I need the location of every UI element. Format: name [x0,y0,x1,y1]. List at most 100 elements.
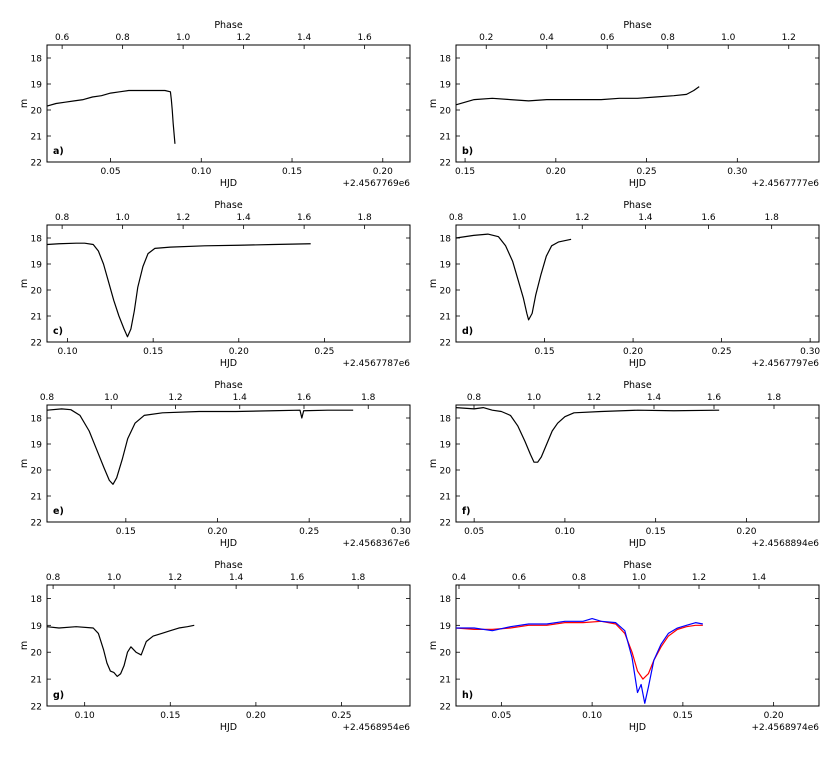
plot-frame [455,404,820,523]
y-tick-label: 22 [31,159,42,169]
phase-tick-label: 1.8 [351,573,366,583]
y-tick-label: 19 [440,261,452,271]
x-offset-label: +2.4568894e6 [752,539,820,549]
y-tick-label: 21 [440,493,451,503]
phase-tick-label: 1.4 [236,213,251,223]
y-tick-label: 18 [31,235,43,245]
phase-tick-label: 1.0 [632,573,647,583]
phase-tick-label: 1.4 [638,213,653,223]
phase-axis-title: Phase [623,560,652,571]
phase-tick-label: 1.0 [527,393,542,403]
phase-axis-title: Phase [623,200,652,211]
phase-tick-label: 0.4 [452,573,467,583]
y-axis-title: m [428,279,439,288]
phase-tick-label: 1.2 [587,393,601,403]
x-tick-label: 0.20 [736,527,756,537]
x-tick-label: 0.15 [455,167,475,177]
panel-a: 0.05 0.10 0.15 0.20 0.6 0.8 1.0 1.2 1.4 1.6 18 19 20… [19,20,411,189]
x-offset-label: +2.4567777e6 [752,179,820,189]
x-axis-title: HJD [629,538,646,549]
phase-tick-label: 1.8 [767,393,782,403]
x-tick-label: 0.15 [282,167,302,177]
x-tick-label: 0.10 [58,347,78,357]
panel-label: f) [462,506,470,517]
phase-tick-label: 1.6 [707,393,722,403]
phase-tick-label: 1.0 [512,213,527,223]
plot-frame [455,584,820,707]
phase-tick-label: 0.8 [55,213,70,223]
phase-tick-label: 0.8 [115,33,130,43]
x-tick-label: 0.20 [229,347,249,357]
y-axis-title: m [19,641,30,650]
x-axis-title: HJD [220,722,237,733]
panel-label: e) [53,506,64,517]
light-curve-series [46,624,195,678]
y-tick-label: 19 [31,261,43,271]
panel-e: 0.15 0.20 0.25 0.30 0.8 1.0 1.2 1.4 1.6 1.8 18 19 20… [19,380,411,549]
phase-tick-label: 0.8 [449,213,464,223]
x-tick-label: 0.10 [191,167,211,177]
panel-g: 0.10 0.15 0.20 0.25 0.8 1.0 1.2 1.4 1.6 1.8 18 19 20… [19,560,411,733]
x-tick-label: 0.25 [637,167,657,177]
y-tick-label: 22 [31,703,42,713]
y-tick-label: 21 [31,313,42,323]
phase-tick-label: 0.8 [572,573,587,583]
y-tick-label: 19 [31,81,43,91]
light-curve-series [455,407,720,463]
phase-tick-label: 0.6 [512,573,527,583]
y-tick-label: 20 [31,467,43,477]
y-axis-title: m [428,459,439,468]
x-tick-label: 0.25 [331,711,351,721]
x-tick-label: 0.05 [101,167,121,177]
plot-frame [46,584,411,707]
x-tick-label: 0.30 [391,527,411,537]
phase-tick-label: 1.2 [168,573,182,583]
phase-axis-title: Phase [214,200,243,211]
y-axis-title: m [428,99,439,108]
x-tick-label: 0.20 [623,347,643,357]
y-axis-title: m [428,641,439,650]
y-axis-title: m [19,99,30,108]
y-tick-label: 20 [31,649,43,659]
phase-axis-title: Phase [214,20,243,31]
panel-label: c) [53,326,63,337]
panel-f: 0.05 0.10 0.15 0.20 0.8 1.0 1.2 1.4 1.6 1.8 18 19 20… [428,380,820,549]
y-tick-label: 20 [31,287,43,297]
phase-tick-label: 1.0 [115,213,130,223]
plot-frame [455,224,820,343]
x-offset-label: +2.4567787e6 [343,359,411,369]
y-tick-label: 18 [31,595,43,605]
panel-label: d) [462,326,473,337]
panel-b: 0.15 0.20 0.25 0.30 0.2 0.4 0.6 0.8 1.0 1.2 18 19 20… [428,20,820,189]
y-tick-label: 18 [440,235,452,245]
phase-tick-label: 0.8 [46,573,61,583]
light-curve-series [455,233,572,321]
y-axis-title: m [19,279,30,288]
y-tick-label: 18 [440,415,452,425]
light-curve-series [46,89,176,144]
phase-tick-label: 1.4 [752,573,767,583]
x-tick-label: 0.05 [464,527,484,537]
phase-tick-label: 1.4 [229,573,244,583]
phase-tick-label: 1.8 [361,393,376,403]
y-tick-label: 19 [440,81,452,91]
y-tick-label: 20 [31,107,43,117]
phase-tick-label: 0.8 [40,393,55,403]
y-tick-label: 18 [440,595,452,605]
x-tick-label: 0.15 [143,347,163,357]
panel-label: b) [462,146,473,157]
x-tick-label: 0.10 [75,711,95,721]
phase-tick-label: 1.8 [357,213,372,223]
y-tick-label: 22 [440,159,451,169]
phase-tick-label: 1.0 [176,33,191,43]
x-tick-label: 0.15 [646,527,666,537]
phase-tick-label: 1.6 [297,213,312,223]
y-tick-label: 20 [440,107,452,117]
plot-frame [46,404,411,523]
x-offset-label: +2.4567797e6 [752,359,820,369]
y-tick-label: 21 [440,133,451,143]
y-tick-label: 21 [31,676,42,686]
y-tick-label: 19 [440,622,452,632]
phase-tick-label: 0.4 [540,33,555,43]
